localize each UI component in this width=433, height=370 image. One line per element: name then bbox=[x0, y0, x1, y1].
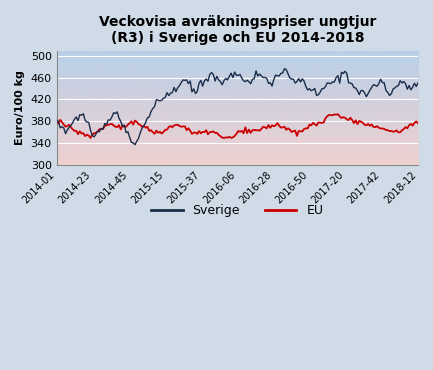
Legend: Sverige, EU: Sverige, EU bbox=[146, 199, 328, 222]
Title: Veckovisa avräkningspriser ungtjur
(R3) i Sverige och EU 2014-2018: Veckovisa avräkningspriser ungtjur (R3) … bbox=[99, 15, 376, 45]
Y-axis label: Euro/100 kg: Euro/100 kg bbox=[15, 70, 25, 145]
